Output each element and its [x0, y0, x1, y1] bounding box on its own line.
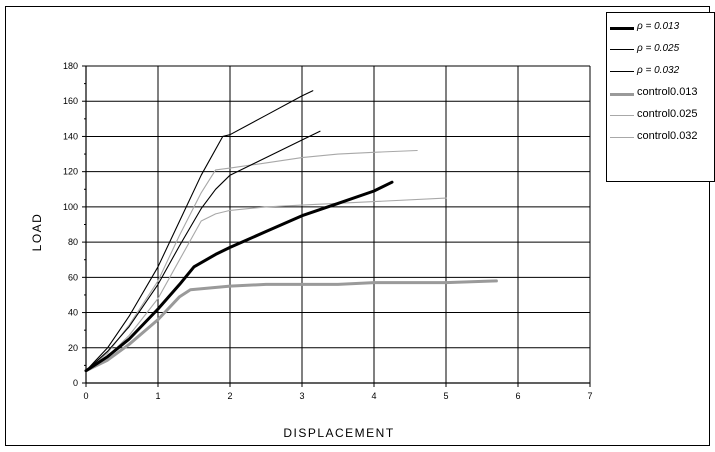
x-axis-label: DISPLACEMENT: [283, 426, 394, 440]
legend-swatch: [610, 71, 634, 72]
series-line-2: [85, 90, 314, 372]
chart-area: [5, 6, 710, 446]
legend-label: control0.013: [637, 86, 698, 98]
legend-swatch: [610, 137, 634, 138]
x-tick-label: 0: [83, 391, 88, 401]
legend-item: ρ = 0.032: [607, 61, 714, 83]
series-line-1: [85, 130, 321, 372]
legend-item: control0.032: [607, 127, 714, 149]
series-line-4: [85, 197, 447, 372]
x-tick-label: 4: [371, 391, 376, 401]
x-tick-label: 7: [587, 391, 592, 401]
legend-swatch: [610, 27, 634, 30]
y-tick-label: 100: [63, 202, 78, 212]
legend-swatch: [610, 49, 634, 50]
legend-item: ρ = 0.013: [607, 17, 714, 39]
x-tick-label: 3: [299, 391, 304, 401]
x-tick-label: 2: [227, 391, 232, 401]
legend-item: ρ = 0.025: [607, 39, 714, 61]
legend-swatch: [610, 93, 634, 96]
legend-item: control0.013: [607, 83, 714, 105]
legend-item: control0.025: [607, 105, 714, 127]
y-tick-label: 120: [63, 167, 78, 177]
y-tick-label: 140: [63, 131, 78, 141]
y-tick-label: 180: [63, 61, 78, 71]
legend-swatch: [610, 115, 634, 116]
series-line-3: [84, 279, 498, 373]
y-tick-label: 160: [63, 96, 78, 106]
x-tick-label: 1: [155, 391, 160, 401]
y-axis-label: LOAD: [30, 213, 44, 252]
series-line-5: [85, 149, 418, 372]
legend: ρ = 0.013 ρ = 0.025 ρ = 0.032 control0.013 c…: [606, 12, 715, 182]
legend-label: ρ = 0.032: [637, 65, 680, 76]
y-tick-label: 20: [68, 343, 78, 353]
legend-label: ρ = 0.025: [637, 43, 680, 54]
gridlines: [86, 65, 591, 383]
y-tick-label: 80: [68, 237, 78, 247]
y-tick-label: 40: [68, 308, 78, 318]
x-tick-label: 5: [443, 391, 448, 401]
axes: 0 1 2 3 4 5 6 7 0 20 40 60 80 100 120 140 160 180: [63, 61, 593, 401]
y-tick-label: 0: [73, 378, 78, 388]
legend-label: control0.032: [637, 130, 698, 142]
legend-label: control0.025: [637, 108, 698, 120]
legend-label: ρ = 0.013: [637, 21, 680, 32]
x-tick-label: 6: [515, 391, 520, 401]
y-tick-label: 60: [68, 272, 78, 282]
series-lines: [84, 90, 498, 373]
series-line-0: [84, 180, 394, 373]
